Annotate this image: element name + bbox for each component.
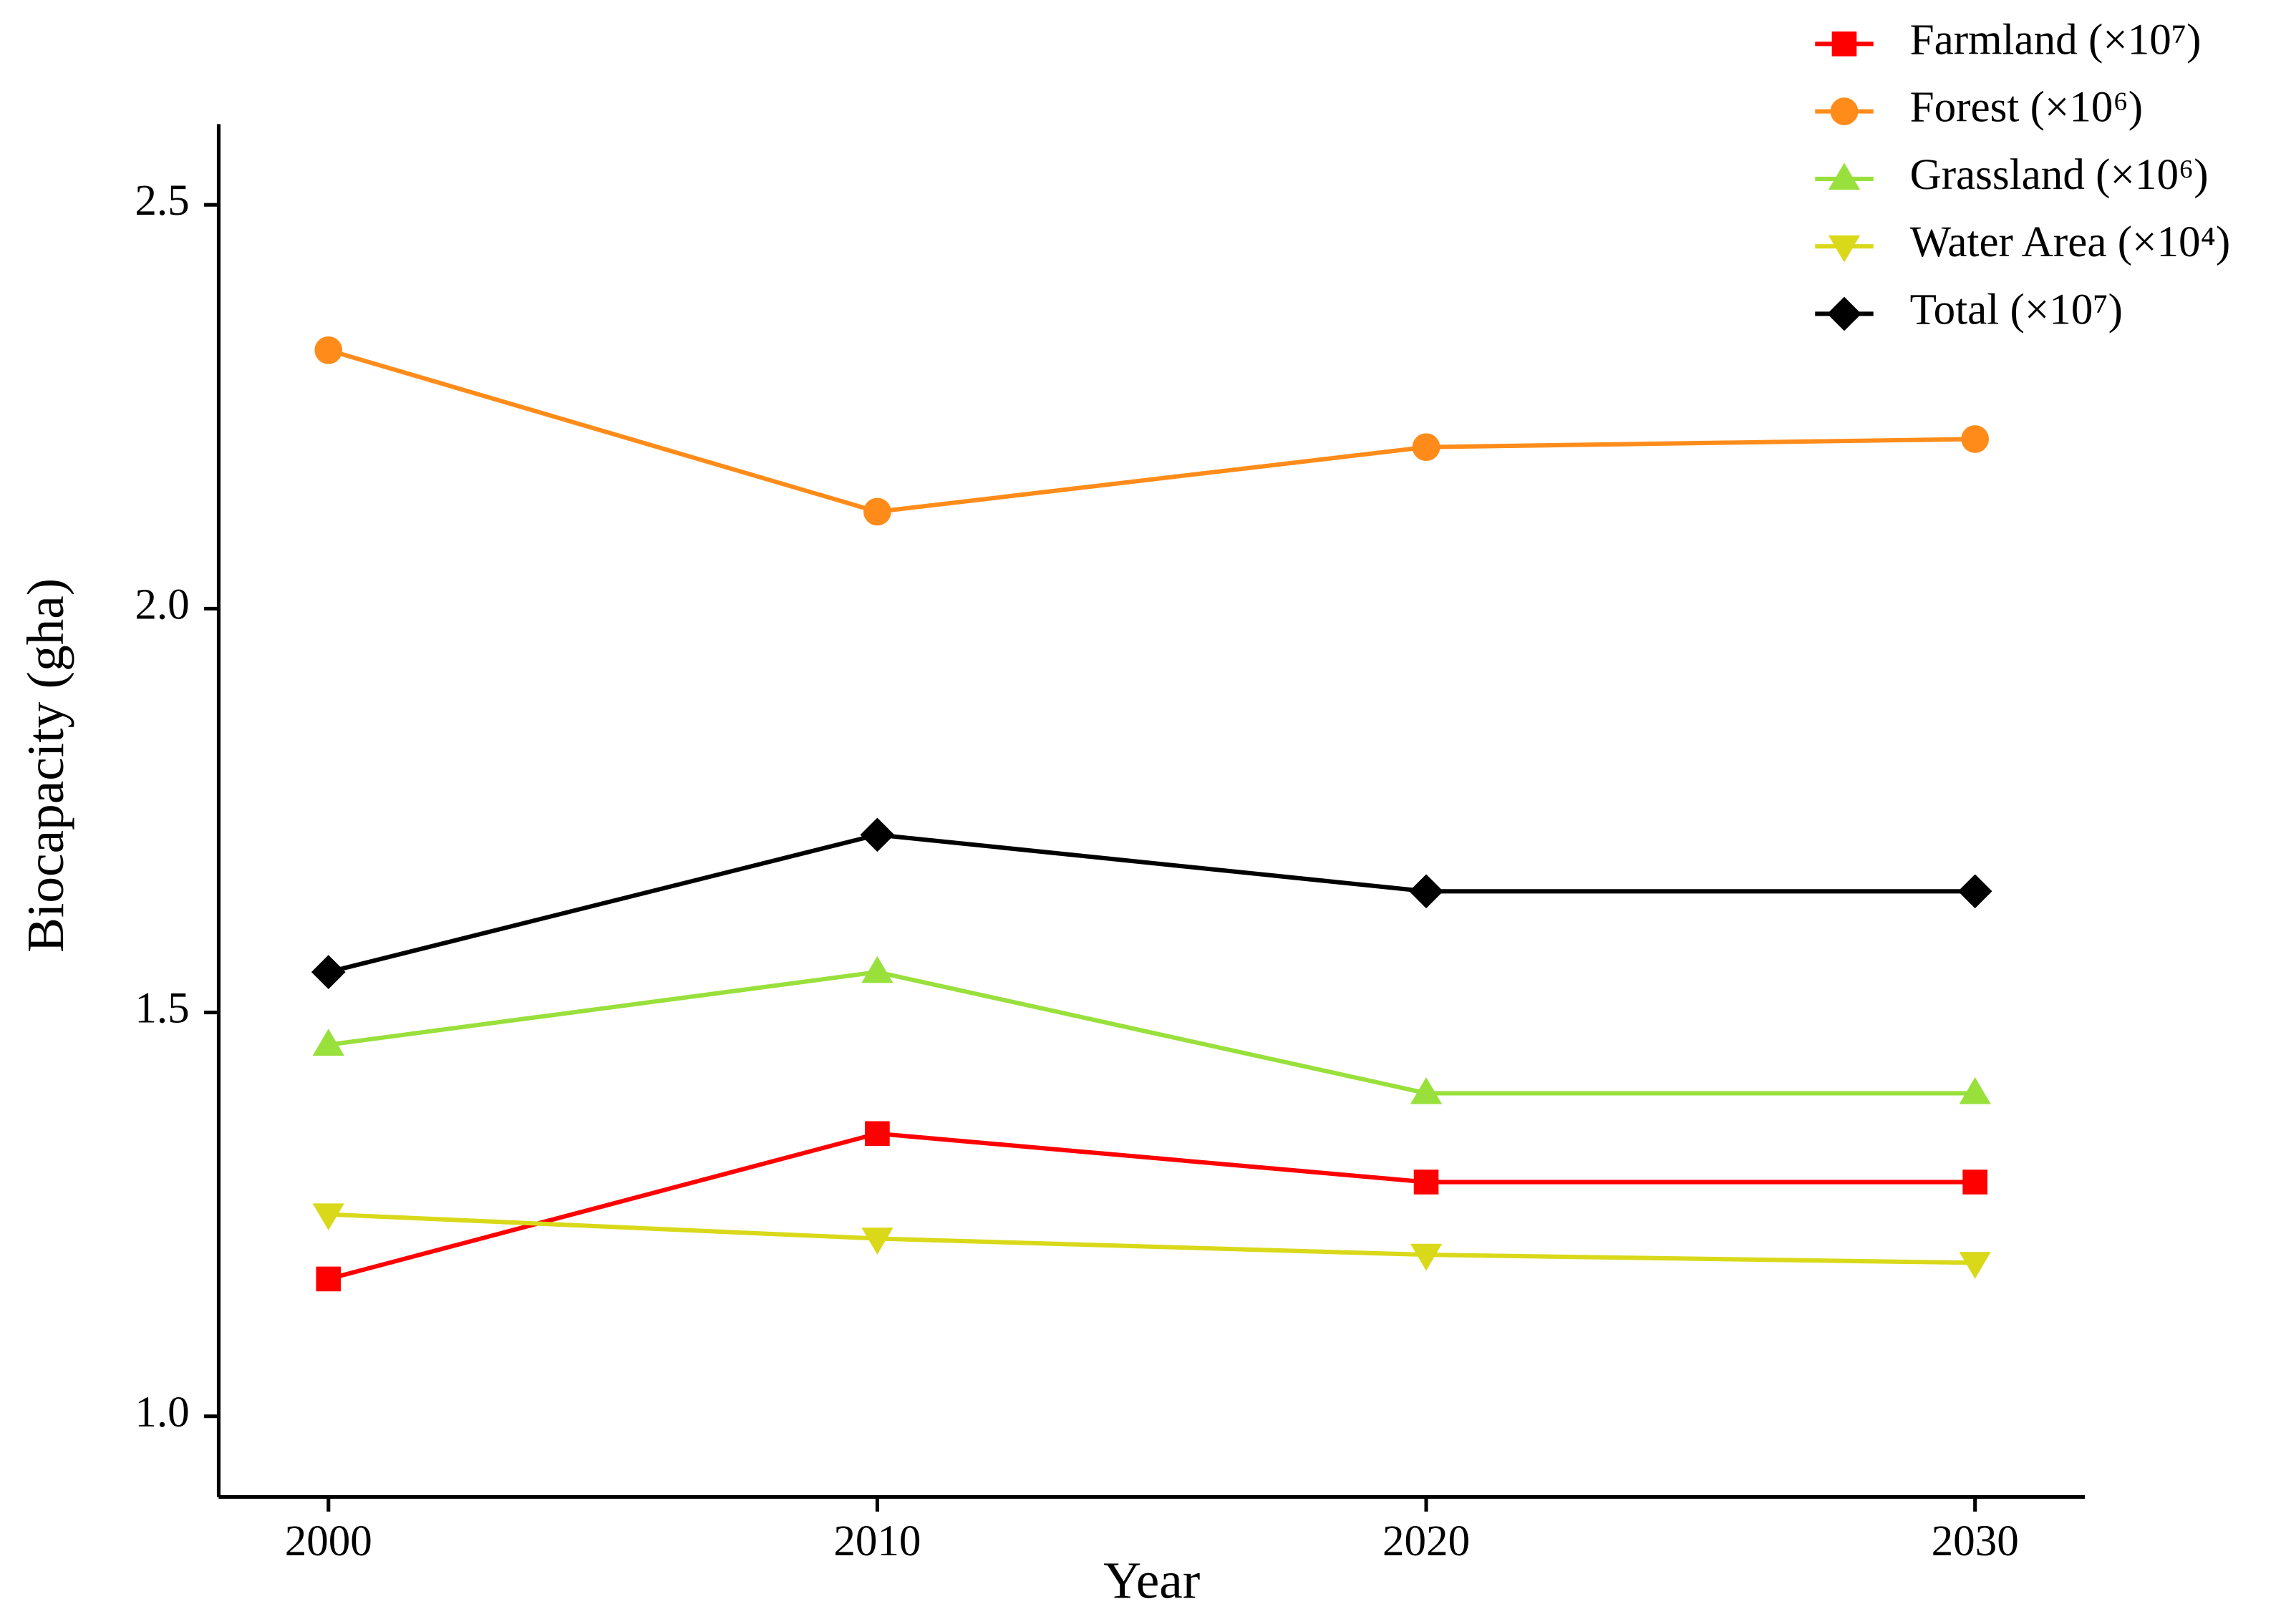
data-point [1410, 1077, 1443, 1104]
legend-label: Grassland (×10⁶) [1910, 151, 2209, 199]
series-line [328, 970, 1975, 1096]
data-point [1959, 1252, 1991, 1279]
data-point [861, 956, 893, 983]
series-line [328, 1212, 1975, 1265]
series-line [327, 348, 1975, 515]
data-point [1413, 1170, 1439, 1195]
x-axis-label: Year [1103, 1552, 1200, 1610]
data-point [863, 497, 891, 526]
legend-label: Total (×10⁷) [1910, 286, 2123, 334]
y-tick-label: 1.5 [135, 985, 189, 1033]
y-tick-label: 2.5 [135, 177, 189, 225]
data-point [312, 1029, 344, 1056]
legend-label: Farmland (×10⁷) [1910, 16, 2202, 64]
series-line [328, 832, 1975, 975]
data-point [1957, 874, 1992, 909]
x-tick-label: 2020 [1382, 1517, 1470, 1565]
legend-marker [1828, 235, 1861, 263]
data-point [861, 1227, 893, 1255]
data-point [1409, 874, 1443, 909]
y-tick-label: 1.0 [135, 1389, 189, 1436]
data-point [314, 336, 343, 364]
legend-marker [1831, 31, 1857, 57]
data-point [860, 817, 895, 852]
legend-marker [1827, 296, 1861, 331]
data-point [1412, 433, 1440, 462]
x-tick-label: 2010 [833, 1517, 921, 1565]
legend-marker [1828, 162, 1861, 190]
x-tick-label: 2000 [285, 1517, 372, 1565]
y-tick-label: 2.0 [135, 580, 189, 628]
y-axis-label: Biocapacity (gha) [16, 578, 74, 953]
data-point [865, 1121, 890, 1147]
data-point [316, 1266, 342, 1292]
legend-marker [1830, 97, 1859, 125]
series-line [327, 1131, 1975, 1281]
data-point [1410, 1243, 1443, 1271]
x-tick-label: 2030 [1932, 1517, 2019, 1565]
data-point [1961, 425, 1990, 453]
data-point [1959, 1077, 1991, 1104]
legend-label: Forest (×10⁶) [1910, 84, 2143, 132]
data-point [312, 1203, 344, 1231]
legend-label: Water Area (×10⁴) [1910, 218, 2231, 266]
data-point [1962, 1170, 1987, 1195]
data-point [311, 955, 346, 989]
